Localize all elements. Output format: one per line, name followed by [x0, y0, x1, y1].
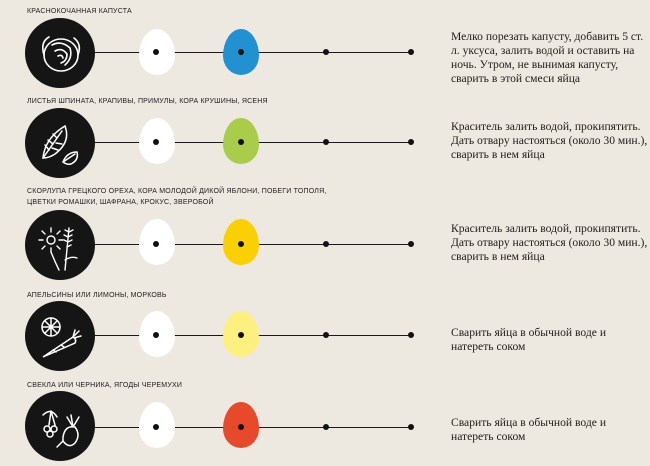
timeline-dot [153, 332, 159, 338]
dye-instruction: Сварить яйца в обычной воде и натереть с… [451, 326, 607, 353]
citrus-carrot-icon [25, 301, 95, 371]
timeline-dot [238, 241, 244, 247]
timeline-dot [323, 241, 329, 247]
dye-source-label: СВЕКЛА ИЛИ ЧЕРНИКА, ЯГОДЫ ЧЕРЕМУХИ [27, 382, 183, 389]
dye-source-label: СКОРЛУПА ГРЕЦКОГО ОРЕХА, КОРА МОЛОДОЙ ДИ… [27, 188, 327, 206]
leaves-icon [25, 108, 95, 178]
dye-source-label: КРАСНОКОЧАННАЯ КАПУСТА [27, 8, 132, 15]
cabbage-icon [25, 18, 95, 88]
timeline-dot [153, 139, 159, 145]
beet-berries-icon [25, 391, 95, 461]
timeline-dot [153, 49, 159, 55]
timeline-dot [323, 49, 329, 55]
timeline-dot [323, 424, 329, 430]
timeline-dot [238, 424, 244, 430]
dye-instruction: Краситель залить водой, прокипятить. Дат… [451, 222, 648, 263]
flowers-icon [25, 210, 95, 280]
dye-instruction: Мелко порезать капусту, добавить 5 ст. л… [451, 30, 644, 85]
dye-source-label: ЛИСТЬЯ ШПИНАТА, КРАПИВЫ, ПРИМУЛЫ, КОРА К… [27, 98, 268, 105]
timeline-dot [408, 241, 414, 247]
timeline-dot [238, 332, 244, 338]
timeline-dot [153, 424, 159, 430]
timeline-dot [153, 241, 159, 247]
timeline-dot [238, 49, 244, 55]
timeline-dot [323, 139, 329, 145]
timeline-dot [408, 49, 414, 55]
dye-instruction: Краситель залить водой, прокипятить. Дат… [451, 120, 648, 161]
timeline-dot [238, 139, 244, 145]
timeline-dot [408, 139, 414, 145]
dye-source-label: АПЕЛЬСИНЫ ИЛИ ЛИМОНЫ, МОРКОВЬ [27, 292, 167, 299]
timeline-dot [408, 424, 414, 430]
dye-instruction: Сварить яйца в обычной воде и натереть с… [451, 416, 607, 443]
timeline-dot [323, 332, 329, 338]
timeline-dot [408, 332, 414, 338]
